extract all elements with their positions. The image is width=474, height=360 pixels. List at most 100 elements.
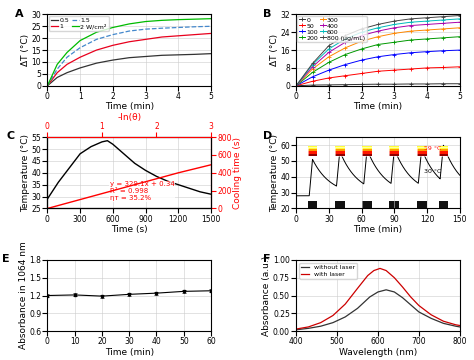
Bar [308,147,318,156]
600 [342,37,348,41]
Text: C: C [7,131,15,141]
800 (μg/mL) [440,14,446,19]
400 [326,50,332,54]
400 [293,84,299,88]
Line: 1.5: 1.5 [47,26,211,86]
Bar [308,148,318,152]
2 W/cm² [143,19,148,24]
Line: 300: 300 [294,26,462,87]
Bar [390,148,399,152]
50 [293,84,299,88]
300 [408,29,413,33]
200 [342,52,348,57]
Y-axis label: ΔT (°C): ΔT (°C) [270,34,279,66]
0.5 [192,52,198,57]
0.5 [143,54,148,59]
600 [457,17,463,21]
2 W/cm² [55,62,60,67]
Legend: 0, 50, 100, 200, 300, 400, 600, 800 (μg/mL): 0, 50, 100, 200, 300, 400, 600, 800 (μg/… [297,15,366,42]
Bar [308,150,318,154]
without laser [330,320,336,325]
Bar [417,153,427,156]
600 [424,19,430,23]
without laser [375,290,381,294]
Y-axis label: Temperature (°C): Temperature (°C) [270,134,279,212]
100 [424,49,430,54]
X-axis label: -ln(θ): -ln(θ) [117,113,141,122]
50 [392,68,397,72]
50 [457,65,463,69]
800 (μg/mL) [293,84,299,88]
1 [192,32,198,37]
Y-axis label: Absorbance (a.u.): Absorbance (a.u.) [263,255,272,336]
Text: D: D [264,131,273,141]
100 [440,49,446,53]
Bar [362,148,372,152]
without laser [383,288,389,292]
1 [77,55,83,59]
800 (μg/mL) [359,27,365,31]
Bar [438,201,448,208]
with laser [416,303,422,308]
100 [342,62,348,67]
1 [175,33,181,38]
300 [359,39,365,43]
0.5 [110,58,116,62]
1.5 [45,84,50,88]
with laser [392,275,397,280]
Line: 200: 200 [294,35,462,87]
2 W/cm² [192,17,198,21]
100 [457,48,463,52]
with laser [342,302,348,306]
800 (μg/mL) [408,17,413,21]
0.5 [208,51,214,56]
1.5 [159,26,165,30]
X-axis label: Time (min): Time (min) [354,102,402,111]
600 [392,22,397,27]
1 [127,40,132,44]
Bar [417,201,427,208]
300 [392,31,397,36]
100 [392,52,397,57]
1 [208,31,214,36]
800 (μg/mL) [342,33,348,38]
0 [326,83,332,87]
400 [457,20,463,24]
without laser [428,316,434,320]
50 [424,66,430,70]
600 [375,26,381,30]
Bar [335,150,345,154]
400 [359,33,365,38]
1.5 [143,27,148,31]
200 [310,70,315,75]
Bar [335,148,345,152]
Bar [335,201,345,208]
Y-axis label: Temperature (°C): Temperature (°C) [21,134,30,212]
2 W/cm² [94,30,100,35]
200 [392,40,397,44]
2 W/cm² [159,18,165,23]
2 W/cm² [77,39,83,43]
1.5 [192,24,198,29]
Line: 400: 400 [294,21,462,87]
0 [310,83,315,87]
X-axis label: Time (min): Time (min) [105,348,154,357]
1.5 [208,24,214,28]
800 (μg/mL) [424,15,430,20]
800 (μg/mL) [326,44,332,48]
50 [359,71,365,76]
X-axis label: Time (min): Time (min) [354,225,402,234]
600 [326,47,332,51]
2 W/cm² [208,17,214,21]
Bar [390,146,399,149]
Bar [362,147,372,156]
0 [359,82,365,86]
Bar [417,146,427,149]
1.5 [77,45,83,50]
Bar [438,153,448,156]
2 W/cm² [64,50,70,55]
Bar [362,153,372,156]
Line: 600: 600 [294,17,462,87]
800 (μg/mL) [310,61,315,66]
Bar [390,201,399,208]
